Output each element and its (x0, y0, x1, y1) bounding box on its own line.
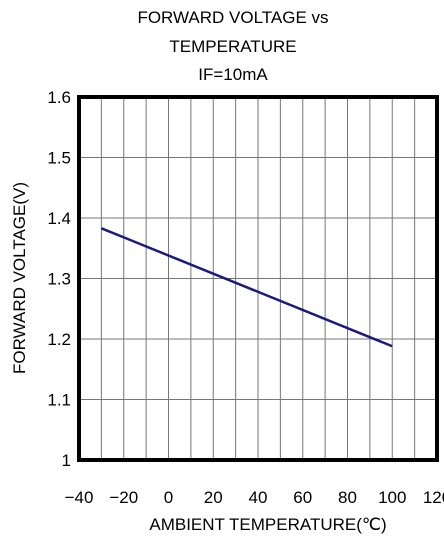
x-tick-label: −40 (65, 488, 94, 507)
x-axis-label: AMBIENT TEMPERATURE(℃) (149, 515, 386, 534)
y-tick-label: 1.6 (47, 88, 71, 107)
y-tick-label: 1.5 (47, 149, 71, 168)
grid (79, 97, 437, 460)
plot-frame (77, 95, 439, 462)
y-tick-label: 1.4 (47, 209, 71, 228)
series-line (100, 227, 393, 348)
y-axis-label: FORWARD VOLTAGE(V) (10, 182, 29, 374)
x-tick-label: 40 (249, 488, 268, 507)
chart-title-line2: TEMPERATURE (169, 37, 296, 56)
x-tick-label: 20 (204, 488, 223, 507)
y-tick-labels: 1 1.1 1.2 1.3 1.4 1.5 1.6 (47, 88, 71, 470)
x-tick-label: −20 (109, 488, 138, 507)
x-tick-label: 120 (423, 488, 444, 507)
x-tick-label: 80 (338, 488, 357, 507)
x-tick-label: 100 (378, 488, 406, 507)
y-tick-label: 1.3 (47, 270, 71, 289)
x-tick-label: 60 (293, 488, 312, 507)
chart-title: FORWARD VOLTAGE vs (137, 8, 328, 27)
series-group (100, 227, 393, 348)
y-tick-label: 1.1 (47, 391, 71, 410)
chart-subtitle: IF=10mA (198, 65, 268, 84)
x-tick-label: 0 (164, 488, 173, 507)
y-tick-label: 1 (62, 451, 71, 470)
x-tick-labels: −40 −20 0 20 40 60 80 100 120 (65, 488, 444, 507)
y-tick-label: 1.2 (47, 330, 71, 349)
